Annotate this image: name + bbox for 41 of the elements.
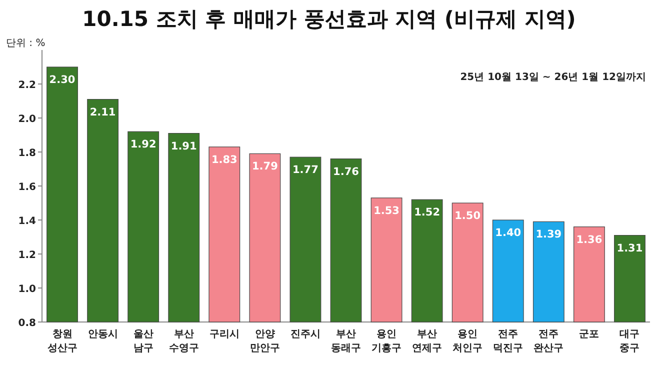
data-label: 1.31 [616,242,643,254]
data-label: 1.53 [374,204,400,217]
y-tick-label: 1.6 [18,182,36,193]
x-tick-label: 부산 동래구 [331,329,361,354]
y-tick-label: 1.2 [18,250,36,261]
data-label: 1.76 [333,166,359,178]
data-label: 1.40 [495,227,522,239]
annotation: 25년 10월 13일 ~ 26년 1월 12일까지 [460,72,646,83]
data-label: 1.91 [170,140,197,152]
x-tick-label: 진주시 [290,329,320,340]
data-label: 1.79 [252,160,278,173]
data-label: 1.39 [536,228,562,241]
x-tick-label: 안양 만안구 [250,329,280,354]
data-label: 1.50 [454,210,481,222]
data-label: 1.92 [130,138,156,151]
chart-title: 10.15 조치 후 매매가 풍선효과 지역 (비규제 지역) [82,7,576,31]
y-tick-label: 1.0 [18,284,36,295]
y-tick-label: 2.2 [18,80,36,91]
x-tick-label: 울산 남구 [133,329,154,354]
x-tick-label: 전주 덕진구 [493,329,524,354]
x-tick-label: 구리시 [209,329,240,340]
data-label: 1.77 [292,164,318,176]
y-tick-label: 2.0 [18,114,36,125]
data-label: 1.36 [576,234,602,246]
data-label: 2.30 [49,74,76,86]
data-label: 2.11 [90,106,116,118]
y-tick-label: 0.8 [18,318,36,329]
x-tick-label: 부산 연제구 [412,329,442,354]
x-tick-label: 안동시 [88,329,118,340]
x-tick-label: 부산 수영구 [168,329,199,354]
x-tick-label: 창원 성산구 [47,329,78,354]
x-tick-label: 전주 완산구 [534,329,564,354]
data-label: 1.83 [211,154,238,166]
x-tick-label: 용인 기흥구 [372,329,402,354]
y-tick-label: 1.4 [18,216,36,227]
data-label: 1.52 [414,206,440,219]
y-tick-label: 1.8 [18,148,36,159]
x-tick-label: 대구 중구 [620,329,640,354]
x-tick-label: 용인 처인구 [452,329,483,354]
y-axis-title: 단위 : % [6,38,46,49]
x-tick-label: 군포 [579,329,600,340]
